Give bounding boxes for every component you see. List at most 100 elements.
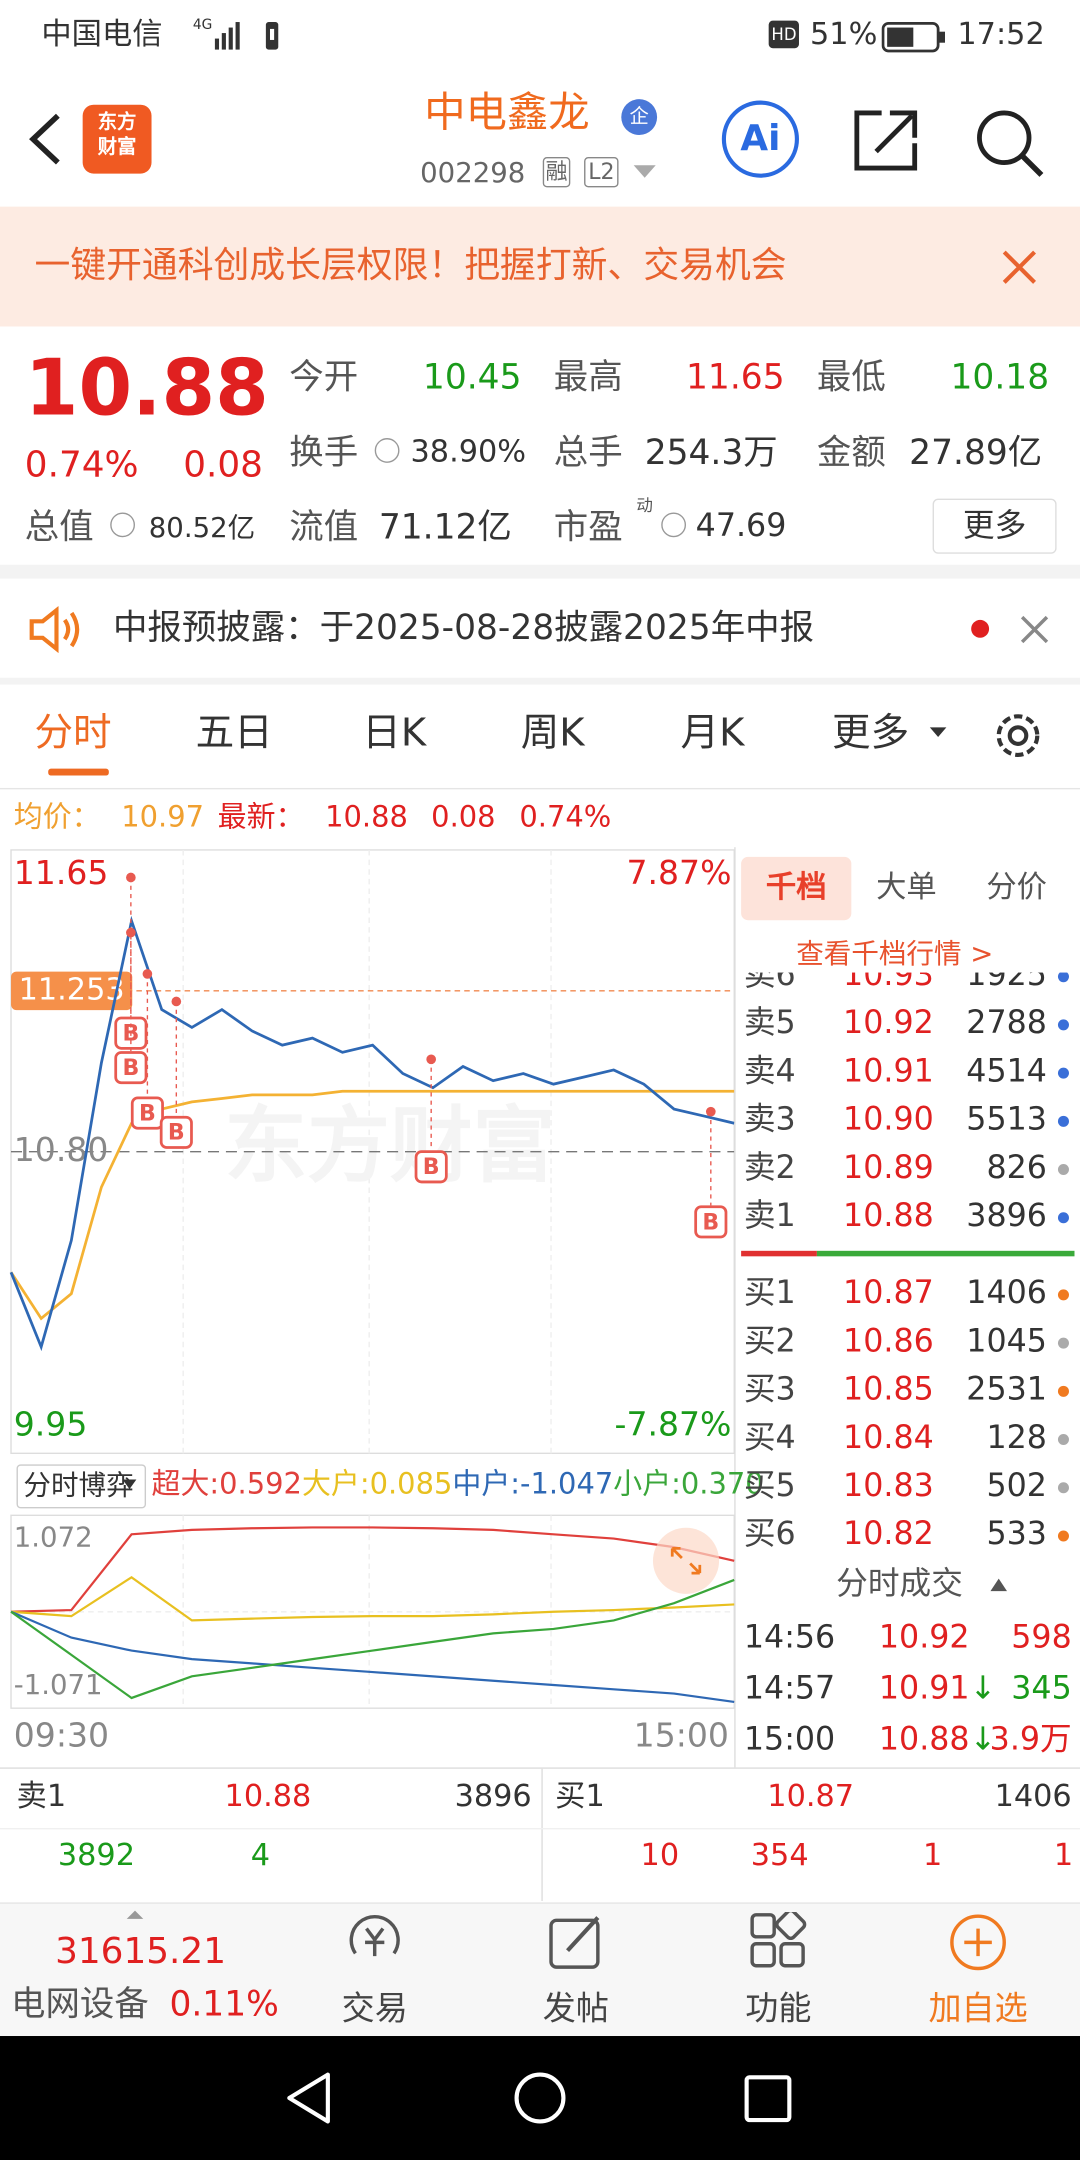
last-price: 10.88 — [24, 344, 269, 434]
post-icon[interactable] — [546, 1912, 607, 1973]
nav-item[interactable]: 加自选 — [928, 1989, 1028, 2028]
trade-icon[interactable] — [344, 1912, 405, 1973]
legend-value: 0.085 — [369, 1467, 453, 1501]
book-tab[interactable]: 大单 — [876, 870, 937, 906]
sector-pct[interactable]: 0.11% — [169, 1983, 279, 2024]
book-price: 10.91 — [843, 1053, 934, 1090]
close-button[interactable] — [1000, 248, 1039, 287]
field-value: 47.69 — [695, 508, 787, 545]
legend-name: 大户 — [301, 1467, 360, 1501]
ai-button[interactable]: Ai — [721, 100, 799, 178]
book-dot — [1057, 1385, 1069, 1397]
marker-label: B — [702, 1210, 719, 1235]
book-dot — [1057, 1164, 1069, 1176]
book-tab[interactable]: 分价 — [986, 870, 1047, 906]
hd: HD — [768, 20, 800, 49]
marker-label: B — [423, 1155, 440, 1180]
info-icon[interactable] — [661, 512, 687, 538]
tab[interactable]: 月K — [680, 709, 745, 755]
banner[interactable] — [0, 206, 1080, 327]
book-price: 10.93 — [843, 971, 934, 994]
tag: L2 — [584, 157, 619, 188]
field-value: 254.3万 — [644, 432, 778, 473]
close-button[interactable] — [1019, 614, 1049, 644]
divider — [0, 787, 1080, 790]
book-volume: 533 — [986, 1516, 1047, 1553]
selector-text[interactable]: 分时博弈 — [23, 1468, 134, 1502]
field-label: 市盈 — [553, 506, 623, 547]
legend-item: 中户:-1.047 — [452, 1467, 613, 1500]
book-dot — [1057, 1212, 1069, 1224]
y-tick-label: 9.95 — [14, 1404, 88, 1443]
settings-button[interactable] — [989, 707, 1047, 765]
trade-volume: 598 — [1011, 1619, 1072, 1656]
banner-text[interactable]: 一键开通科创成长层权限！把握打新、交易机会 — [34, 245, 787, 287]
legend-name: 中户 — [452, 1467, 511, 1501]
selector[interactable] — [16, 1464, 147, 1509]
y-tick-label: 11.65 — [14, 853, 109, 892]
watermark: 东方财富 — [225, 1098, 556, 1194]
tab[interactable]: 日K — [362, 709, 427, 755]
divider — [541, 1768, 543, 1902]
trades-title[interactable]: 分时成交 — [836, 1566, 963, 1603]
legend-sep: : — [671, 1467, 681, 1501]
legend-item: 小户:0.370 — [613, 1467, 763, 1500]
tab[interactable]: 五日 — [195, 709, 273, 755]
book-price: 10.89 — [843, 1150, 934, 1187]
tab[interactable]: 周K — [520, 709, 585, 755]
book-volume: 4514 — [966, 1053, 1047, 1090]
function-icon[interactable] — [748, 1912, 809, 1973]
series-line — [10, 1526, 735, 1613]
legend-name: 超大 — [151, 1467, 210, 1501]
index-value[interactable]: 31615.21 — [55, 1931, 227, 1973]
add-icon[interactable] — [948, 1912, 1009, 1973]
tab[interactable]: 更多 — [832, 709, 910, 755]
book-link[interactable]: 查看千档行情 > — [796, 936, 994, 970]
reference-label: 11.253 — [19, 972, 125, 1007]
search-button[interactable] — [970, 105, 1047, 182]
field-label: 最高 — [553, 356, 623, 397]
dropdown[interactable] — [928, 725, 947, 742]
legend: 超大:0.592大户:0.085中户:-1.047小户:0.370 — [151, 1467, 764, 1501]
tab[interactable]: 分时 — [34, 709, 112, 755]
trade-price: 10.92 — [879, 1622, 970, 1655]
info-icon[interactable] — [110, 512, 135, 538]
field-value: 38.90% — [410, 435, 527, 470]
trade-volume: 3.9万 — [989, 1721, 1072, 1758]
book-label: 卖3 — [743, 1102, 796, 1138]
trade-volume: 345 — [1011, 1670, 1072, 1707]
trade-arrow: ↓ — [969, 1670, 997, 1707]
book-label: 卖1 — [16, 1779, 67, 1815]
book-label: 买2 — [743, 1323, 796, 1360]
sector[interactable]: 电网设备 — [11, 1983, 149, 2024]
link-bg — [736, 931, 1080, 973]
nav-item[interactable]: 交易 — [341, 1989, 408, 2028]
trade-time: 14:57 — [743, 1670, 836, 1707]
latest-value: 10.88 — [325, 800, 408, 834]
book-label: 买4 — [743, 1420, 796, 1457]
signal-icons — [214, 22, 279, 50]
tag: 融 — [542, 157, 571, 188]
latest-pct: 0.74% — [519, 800, 612, 834]
book-volume: 826 — [986, 1150, 1047, 1187]
dropdown[interactable] — [631, 163, 659, 182]
more-button[interactable]: 更多 — [932, 498, 1057, 554]
book-price: 10.84 — [843, 1420, 934, 1457]
book-tab[interactable]: 千档 — [765, 870, 827, 906]
notice-text[interactable]: 中报预披露：于2025-08-28披露2025年中报 — [112, 607, 815, 648]
expand-button[interactable] — [652, 1527, 720, 1594]
dropdown[interactable] — [121, 1478, 138, 1492]
logo-text: 财富 — [97, 136, 137, 159]
battery-icon — [881, 22, 945, 53]
field-value: 27.89亿 — [909, 432, 1043, 473]
info-icon[interactable] — [374, 438, 400, 463]
legend-value: -1.047 — [520, 1467, 614, 1501]
nav-item[interactable]: 发帖 — [542, 1989, 609, 2028]
back-button[interactable] — [19, 107, 69, 170]
separator — [0, 564, 1080, 579]
book-label: 买1 — [555, 1779, 605, 1815]
book-price: 10.85 — [843, 1372, 934, 1408]
nav-item[interactable]: 功能 — [745, 1989, 812, 2028]
share-button[interactable] — [851, 105, 923, 177]
